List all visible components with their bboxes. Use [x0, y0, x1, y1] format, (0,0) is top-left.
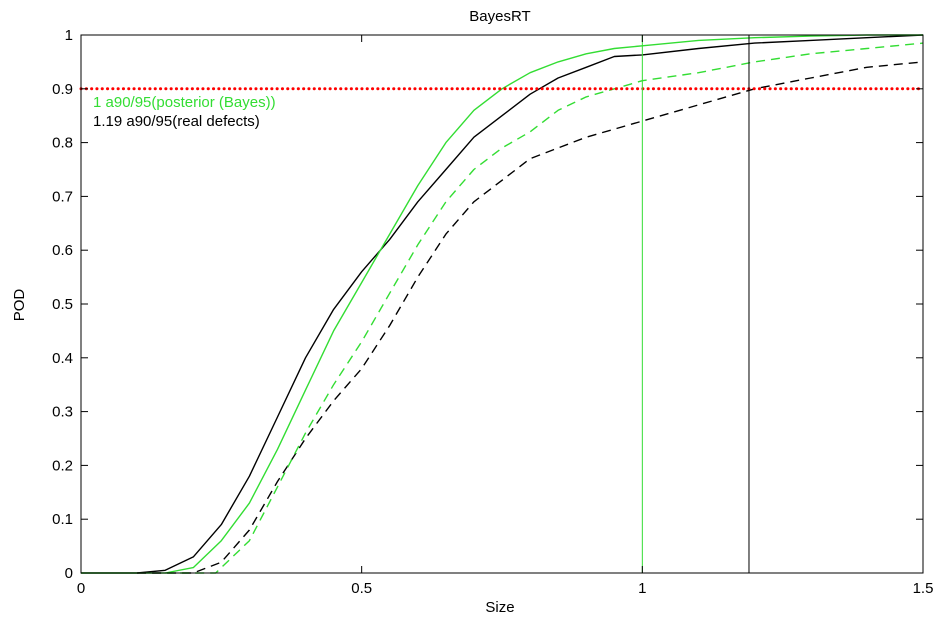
x-axis-label: Size — [485, 599, 514, 616]
y-tick-label-5: 0.5 — [52, 296, 73, 313]
y-tick-label-7: 0.7 — [52, 188, 73, 205]
y-tick-label-1: 0.1 — [52, 511, 73, 528]
series-line-3 — [137, 61, 924, 574]
y-tick-label-9: 0.9 — [52, 81, 73, 98]
y-axis-label: POD — [11, 289, 28, 322]
y-tick-label-10: 1 — [65, 27, 73, 44]
annotation-layer: 1 a90/95(posterior (Bayes)) 1.19 a90/95(r… — [93, 94, 276, 130]
y-tick-label-3: 0.3 — [52, 404, 73, 421]
tick-layer: 0 0.5 1 1.5 0 0.1 0.2 0.3 0.4 0.5 0.6 0.7 0.8 0.9 1 — [52, 27, 933, 597]
series-line-1 — [81, 34, 924, 574]
y-tick-label-8: 0.8 — [52, 135, 73, 152]
y-tick-label-2: 0.2 — [52, 457, 73, 474]
annotation-1: 1 a90/95(posterior (Bayes)) — [93, 94, 276, 111]
x-tick-label-1: 0.5 — [351, 580, 372, 597]
reference-lines — [79, 35, 925, 573]
x-tick-label-3: 1.5 — [913, 580, 934, 597]
series-layer — [81, 34, 924, 574]
y-tick-label-6: 0.6 — [52, 242, 73, 259]
x-tick-label-2: 1 — [638, 580, 646, 597]
x-tick-label-0: 0 — [77, 580, 85, 597]
annotation-2: 1.19 a90/95(real defects) — [93, 113, 260, 130]
chart-title: BayesRT — [469, 8, 530, 25]
y-tick-label-0: 0 — [65, 565, 73, 582]
series-line-4 — [165, 42, 924, 574]
series-line-2 — [81, 34, 923, 574]
y-tick-label-4: 0.4 — [52, 350, 73, 367]
